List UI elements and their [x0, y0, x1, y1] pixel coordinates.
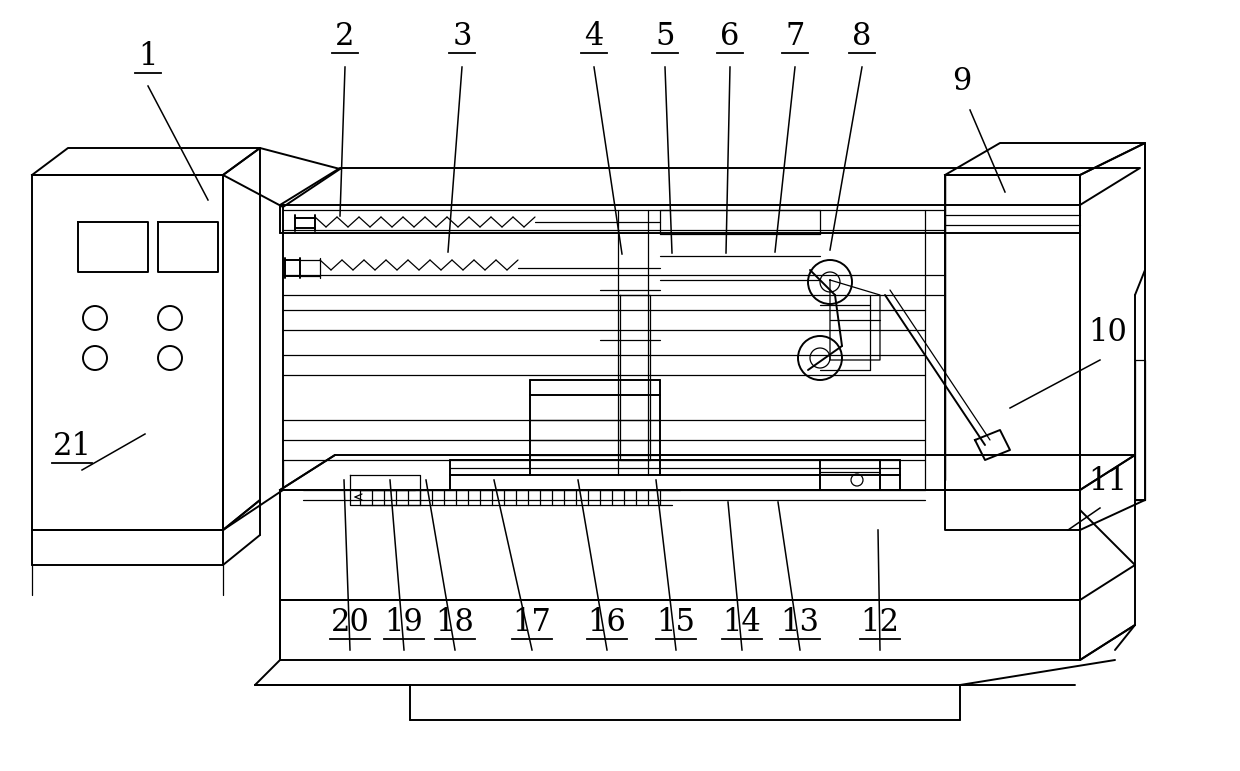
Text: 13: 13 [780, 607, 820, 638]
Text: 18: 18 [435, 607, 475, 638]
Text: 3: 3 [453, 21, 471, 52]
Text: 14: 14 [723, 607, 761, 638]
Text: 12: 12 [861, 607, 899, 638]
Text: 11: 11 [1089, 466, 1127, 497]
Text: 10: 10 [1089, 317, 1127, 348]
Text: 16: 16 [588, 607, 626, 638]
Text: 7: 7 [785, 21, 805, 52]
Text: 17: 17 [512, 607, 552, 638]
Text: 19: 19 [384, 607, 423, 638]
Text: 20: 20 [331, 607, 370, 638]
Text: 8: 8 [852, 21, 872, 52]
Text: 15: 15 [656, 607, 696, 638]
Text: 4: 4 [584, 21, 604, 52]
Text: 1: 1 [138, 41, 157, 72]
Text: 21: 21 [52, 431, 92, 462]
Text: 5: 5 [655, 21, 675, 52]
Text: 6: 6 [720, 21, 740, 52]
Text: 2: 2 [335, 21, 355, 52]
Text: 9: 9 [952, 66, 972, 97]
